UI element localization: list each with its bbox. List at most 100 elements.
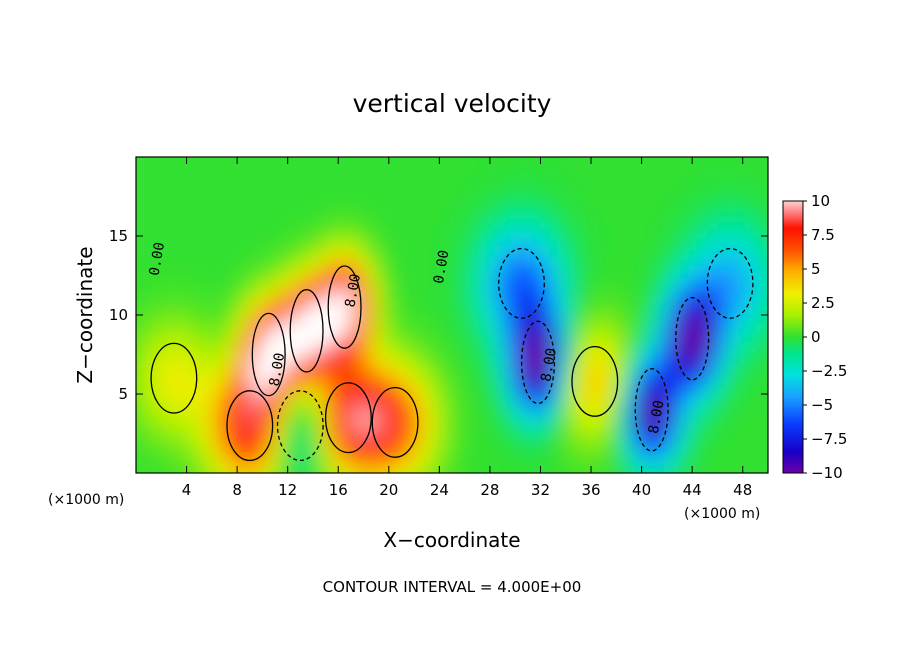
field-cell: [282, 289, 295, 302]
field-cell: [635, 245, 648, 258]
field-cell: [419, 256, 432, 269]
field-cell: [259, 322, 273, 335]
field-cell: [407, 400, 421, 413]
field-cell: [203, 422, 216, 435]
field-cell: [396, 135, 408, 147]
field-cell: [532, 422, 546, 435]
field-cell: [476, 278, 489, 291]
field-cell: [294, 300, 307, 313]
field-cell: [703, 179, 716, 192]
field-cell: [487, 322, 500, 335]
field-cell: [362, 455, 375, 468]
field-cell: [772, 168, 784, 180]
field-cell: [191, 212, 204, 225]
field-cell: [544, 433, 557, 446]
field-cell: [419, 334, 432, 347]
field-cell: [544, 322, 557, 335]
field-cell: [612, 455, 625, 468]
field-cell: [362, 444, 375, 457]
field-cell: [441, 466, 455, 473]
field-cell: [760, 234, 768, 247]
field-cell: [567, 278, 580, 291]
field-cell: [612, 201, 625, 214]
field-cell: [168, 322, 182, 335]
field-cell: [521, 223, 534, 236]
field-cell: [419, 157, 432, 170]
field-cell: [646, 179, 660, 192]
field-cell: [350, 322, 364, 335]
field-cell: [350, 278, 364, 291]
field-cell: [567, 411, 580, 424]
field-cell: [498, 234, 512, 247]
field-cell: [772, 157, 784, 169]
field-cell: [237, 433, 250, 446]
field-cell: [248, 444, 261, 457]
field-cell: [385, 356, 398, 369]
field-cell: [498, 389, 512, 402]
field-cell: [419, 234, 432, 247]
field-cell: [623, 289, 637, 302]
field-cell: [136, 223, 148, 236]
field-cell: [578, 223, 591, 236]
field-cell: [259, 400, 273, 413]
field-cell: [180, 168, 193, 181]
field-cell: [555, 389, 568, 402]
field-cell: [385, 300, 398, 313]
field-cell: [123, 467, 135, 479]
field-cell: [589, 212, 603, 225]
field-cell: [521, 345, 534, 358]
field-cell: [430, 345, 443, 358]
field-cell: [259, 168, 273, 181]
field-cell: [396, 190, 409, 203]
field-cell: [498, 190, 512, 203]
field-cell: [544, 300, 557, 313]
field-cell: [328, 256, 341, 269]
field-cell: [464, 400, 477, 413]
field-cell: [544, 179, 557, 192]
field-cell: [214, 422, 227, 435]
field-cell: [146, 478, 158, 490]
field-cell: [487, 234, 500, 247]
field-cell: [123, 290, 135, 302]
field-cell: [146, 400, 159, 413]
field-cell: [658, 322, 671, 335]
field-cell: [419, 278, 432, 291]
field-cell: [532, 234, 546, 247]
field-cell: [521, 179, 534, 192]
field-cell: [623, 300, 637, 313]
field-cell: [225, 422, 239, 435]
field-cell: [521, 322, 534, 335]
field-cell: [146, 367, 159, 380]
field-cell: [441, 334, 455, 347]
field-cell: [441, 267, 455, 280]
field-cell: [123, 323, 135, 335]
field-cell: [726, 422, 739, 435]
field-cell: [385, 444, 398, 457]
field-cell: [305, 311, 318, 324]
field-cell: [146, 256, 159, 269]
field-cell: [123, 135, 135, 147]
field-cell: [498, 422, 512, 435]
field-cell: [136, 201, 148, 214]
field-cell: [498, 179, 512, 192]
colorbar-tick-label: 7.5: [811, 226, 835, 244]
field-cell: [294, 190, 307, 203]
field-cell: [680, 179, 694, 192]
field-cell: [157, 223, 170, 236]
field-cell: [567, 223, 580, 236]
field-cell: [601, 444, 614, 457]
field-cell: [487, 311, 500, 324]
field-cell: [271, 157, 284, 158]
field-cell: [168, 179, 182, 192]
field-cell: [203, 190, 216, 203]
field-cell: [362, 157, 375, 170]
field-cell: [396, 433, 409, 446]
field-cell: [214, 234, 227, 247]
field-cell: [305, 234, 318, 247]
field-cell: [476, 300, 489, 313]
field-cell: [180, 245, 193, 258]
field-cell: [692, 322, 705, 335]
field-cell: [339, 157, 352, 158]
field-cell: [396, 400, 409, 413]
field-cell: [612, 157, 625, 158]
